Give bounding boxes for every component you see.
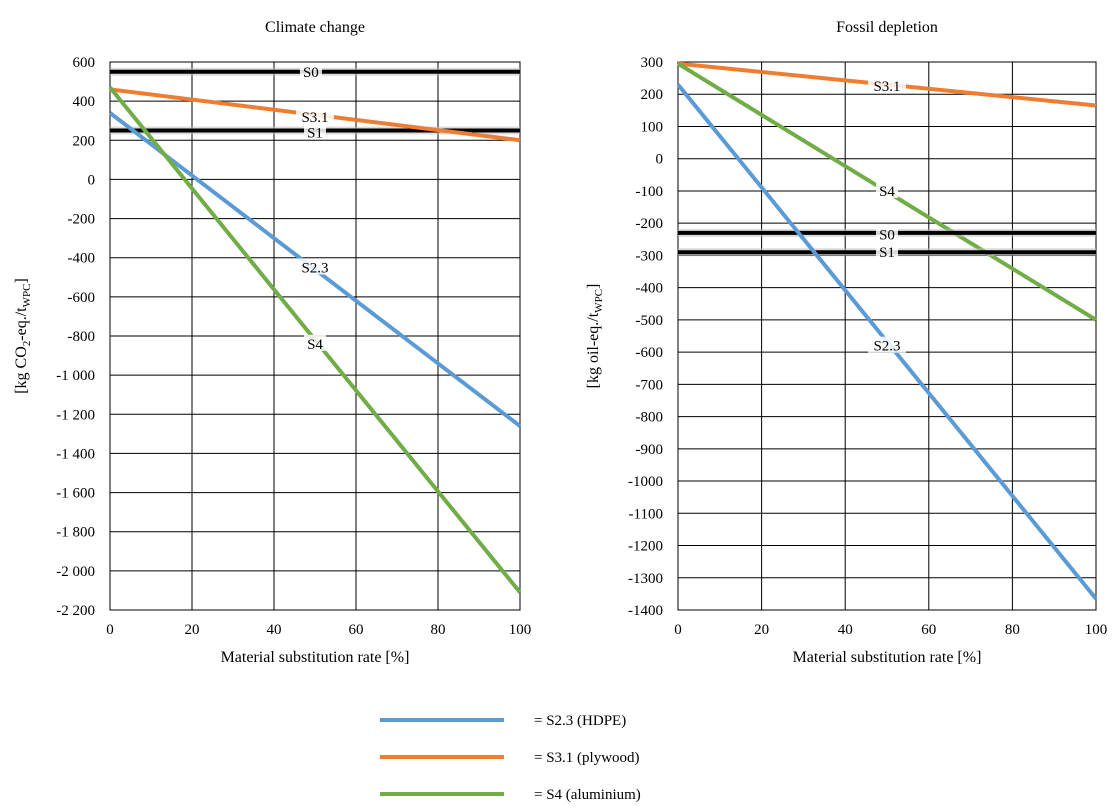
series-label-bg [876,181,898,198]
series-label-bg [296,107,334,124]
x-tick-label: 0 [106,622,114,638]
chart-title: Fossil depletion [836,19,938,36]
series-label-bg [304,334,326,351]
y-tick-label: -1 200 [56,407,95,423]
y-tick-label: -400 [68,251,96,267]
plot-frame [109,61,521,611]
y-axis-title: [kg CO2-eq./tWPC] [13,278,33,394]
y-tick-label: -1 400 [56,446,95,462]
y-tick-label: -800 [636,410,664,426]
y-tick-label: 200 [73,133,96,149]
y-tick-label: 0 [88,172,96,188]
y-tick-label: 200 [641,87,664,103]
series-label-s4: S4 [307,337,323,353]
y-tick-label: -500 [636,313,664,329]
legend: = S2.3 (HDPE) = S3.1 (plywood) = S4 (alumi… [380,713,641,803]
y-tick-label: -1300 [628,571,663,587]
y-axis-title: [kg oil-eq./tWPC] [585,284,605,389]
y-tick-label: -900 [636,442,664,458]
series-label-s1: S1 [879,245,895,261]
x-tick-label: 40 [838,622,853,638]
plot-area [678,62,1096,610]
series-label-s0: S0 [879,227,895,243]
y-tick-label: -1 600 [56,486,95,502]
x-tick-label: 20 [754,622,769,638]
series-label-s0: S0 [303,65,319,81]
y-tick-label: 300 [641,55,664,71]
x-tick-label: 80 [431,622,446,638]
legend-label-s4: = S4 (aluminium) [534,787,641,803]
chart-title: Climate change [265,19,365,36]
y-tick-label: -600 [636,345,664,361]
legend-label-s23: = S2.3 (HDPE) [534,713,626,729]
x-tick-label: 0 [674,622,682,638]
y-tick-label: -400 [636,281,664,297]
x-tick-label: 60 [349,622,364,638]
y-tick-label: -2 000 [56,564,95,580]
y-tick-label: 0 [656,152,664,168]
x-tick-label: 100 [1085,622,1108,638]
y-tick-label: -2 200 [56,603,95,619]
y-tick-label: -100 [636,184,664,200]
y-tick-label: -1200 [628,539,663,555]
series-label-s31: S3.1 [301,110,328,126]
series-label-bg [868,77,906,94]
series-label-bg [868,336,906,353]
x-tick-label: 80 [1005,622,1020,638]
y-tick-label: -600 [68,290,96,306]
x-axis-title: Material substitution rate [%] [793,649,982,666]
series-label-s1: S1 [307,125,323,141]
series-label-s31: S3.1 [873,79,900,95]
y-tick-label: 400 [73,94,96,110]
y-tick-label: -1000 [628,474,663,490]
y-tick-label: 100 [641,119,664,135]
x-tick-label: 100 [509,622,532,638]
x-tick-label: 20 [185,622,200,638]
y-tick-label: 600 [73,55,96,71]
x-tick-label: 40 [267,622,282,638]
x-tick-label: 60 [921,622,936,638]
series-label-bg [876,243,898,260]
series-label-bg [304,123,326,140]
x-axis-title: Material substitution rate [%] [221,649,410,666]
plot-frame [677,61,1097,611]
y-tick-label: -1 800 [56,525,95,541]
y-tick-label: -1100 [629,506,663,522]
y-tick-label: -1400 [628,603,663,619]
series-label-s23: S2.3 [873,339,900,355]
y-tick-label: -200 [636,216,664,232]
legend-label-s31: = S3.1 (plywood) [534,750,640,766]
y-tick-label: -800 [68,329,96,345]
series-label-s4: S4 [879,184,895,200]
series-label-bg [299,62,322,79]
y-tick-label: -200 [68,212,96,228]
series-label-bg [876,225,898,242]
series-label-bg [296,258,334,275]
chart-0: Climate change6004002000-200-400-600-800… [13,19,531,666]
series-label-s23: S2.3 [301,261,328,277]
y-tick-label: -1 000 [56,368,95,384]
y-tick-label: -700 [636,377,664,393]
y-tick-label: -300 [636,248,664,264]
chart-1: Fossil depletion3002001000-100-200-300-4… [585,19,1107,666]
